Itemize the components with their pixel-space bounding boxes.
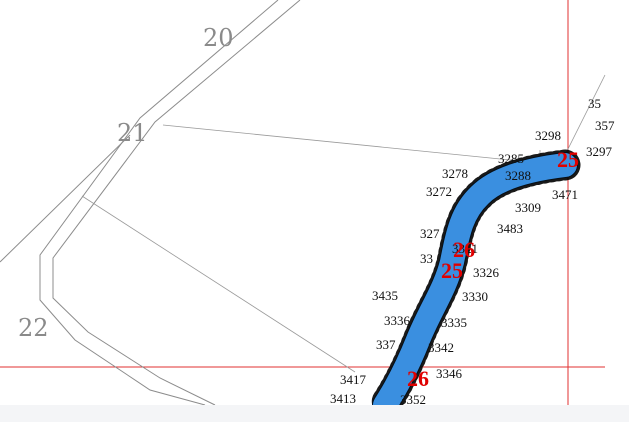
point-label[interactable]: 3471	[552, 187, 578, 202]
river-fill	[373, 153, 577, 417]
zone-label[interactable]: 25	[557, 147, 579, 172]
zone-label[interactable]: 26	[407, 366, 429, 391]
point-label[interactable]: 33	[420, 251, 433, 266]
point-label[interactable]: 3278	[442, 166, 468, 181]
point-label[interactable]: 3321	[452, 241, 478, 256]
point-label[interactable]: 3346	[436, 366, 463, 381]
point-label[interactable]: 357	[595, 118, 615, 133]
road-edge-right	[52, 0, 301, 406]
bottom-strip	[0, 405, 629, 422]
point-label[interactable]: 3272	[426, 184, 452, 199]
point-label[interactable]: 337	[376, 337, 396, 352]
point-label[interactable]: 3335	[441, 315, 467, 330]
point-label[interactable]: 3435	[372, 288, 398, 303]
point-labels: 35 357 3298 3297 3285 3278 3288 3272 347…	[330, 96, 615, 407]
point-label[interactable]: 3352	[400, 392, 426, 407]
point-label[interactable]: 3336	[384, 313, 411, 328]
point-label[interactable]: 3483	[497, 221, 523, 236]
parcel-line	[162, 124, 561, 166]
sheet-label: 21	[117, 119, 148, 147]
point-label[interactable]: 35	[588, 96, 601, 111]
road-edge-left	[39, 0, 279, 406]
parcel-line	[81, 195, 356, 373]
point-label[interactable]: 3288	[505, 168, 531, 183]
road	[0, 0, 301, 406]
point-label[interactable]: 3413	[330, 391, 356, 406]
point-label[interactable]: 3342	[428, 340, 454, 355]
point-label[interactable]: 327	[420, 226, 440, 241]
point-label[interactable]: 3417	[340, 372, 367, 387]
zone-label[interactable]: 26	[453, 237, 475, 262]
sheet-label: 20	[203, 24, 234, 52]
zone-label[interactable]: 25	[441, 258, 463, 283]
parcel-lines	[81, 74, 606, 373]
point-label[interactable]: 3326	[473, 265, 500, 280]
point-label[interactable]: 3298	[535, 128, 561, 143]
point-label[interactable]: 3297	[586, 144, 613, 159]
sheet-grid	[0, 0, 605, 405]
point-label[interactable]: 3330	[462, 289, 488, 304]
road-branch	[0, 134, 131, 263]
river	[369, 149, 581, 421]
zone-labels: 25 26 25 26	[407, 147, 579, 391]
point-label[interactable]: 3309	[515, 200, 541, 215]
sheet-label: 22	[18, 314, 49, 342]
point-label[interactable]: 3285	[498, 151, 524, 166]
